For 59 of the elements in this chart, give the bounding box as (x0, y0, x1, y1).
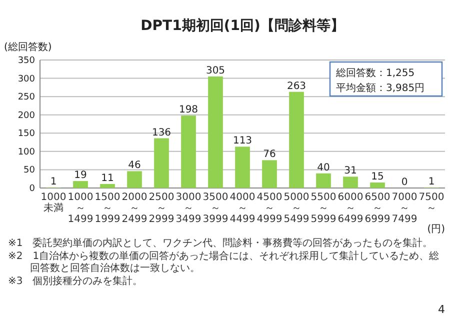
x-tick-label: 1500～1999 (94, 192, 120, 225)
bar (289, 92, 304, 188)
data-label: 136 (152, 127, 172, 138)
data-label: 46 (128, 160, 141, 172)
data-label: 113 (232, 136, 252, 147)
x-axis-title: (円) (427, 224, 446, 235)
bar (154, 138, 169, 188)
data-label: 263 (286, 80, 306, 92)
bar (127, 171, 142, 188)
bar (262, 160, 277, 188)
y-tick-label: 200 (18, 110, 36, 121)
x-tick-label: 4000～4499 (230, 192, 256, 225)
x-tick-label: 7000～7499 (392, 192, 418, 225)
data-label: 1 (50, 176, 57, 188)
text: ※1 委託契約単価の内訳として、ワクチン代、問診料・事務費等の回答があったものを集計。 (8, 237, 433, 249)
y-axis-title: (総回答数) (4, 41, 52, 53)
x-tick-label: 2500～2999 (148, 192, 174, 225)
text: 4 (438, 303, 445, 316)
text: ※2 1自治体から複数の単価の回答があった場合には、それぞれ採用して集計しているため、総回答数と回答自治体数は一致しない。 (8, 250, 440, 274)
bar (181, 116, 196, 188)
data-label: 11 (101, 172, 114, 184)
annotation: 総回答数：1,255 (335, 67, 415, 79)
x-tick-label: 2000～2499 (122, 192, 148, 225)
bar (73, 181, 88, 188)
x-tick-label: 5500～5999 (310, 192, 336, 225)
data-label: 19 (74, 170, 87, 182)
y-tick-label: 50 (24, 166, 36, 176)
bar (208, 76, 223, 188)
x-tick-label: 6500～6999 (364, 192, 390, 225)
x-tick-label: 6000～6499 (338, 192, 364, 225)
data-label: 76 (263, 149, 276, 160)
y-tick-label: 150 (18, 129, 36, 140)
y-tick-label: 300 (18, 74, 36, 84)
bar (370, 182, 385, 188)
y-tick-label: 100 (18, 147, 36, 158)
data-label: 40 (317, 162, 330, 174)
bar (235, 146, 250, 188)
x-tick-label: 5000～5499 (284, 192, 310, 225)
bar (343, 176, 358, 188)
data-label: 198 (178, 104, 198, 116)
data-label: 15 (371, 172, 384, 183)
y-tick-label: 350 (18, 56, 36, 66)
chart-title: DPT1期初回(1回)【問診料等】 (140, 17, 344, 34)
x-tick-label: 3500～3999 (202, 192, 228, 225)
annotation: 平均金額：3,985円 (336, 82, 425, 94)
data-label: 305 (206, 65, 226, 76)
bar (100, 184, 115, 188)
x-tick-label: 3000～3499 (176, 192, 202, 225)
y-tick-label: 0 (29, 184, 36, 194)
data-label: 31 (344, 166, 357, 177)
data-label: 1 (428, 176, 435, 188)
x-tick-label: 7500～ (418, 192, 444, 214)
data-label: 0 (401, 177, 408, 188)
bar (316, 173, 331, 188)
x-tick-label: 1000未満 (40, 192, 66, 214)
x-tick-label: 1000～1499 (68, 192, 94, 225)
y-tick-label: 250 (18, 92, 36, 103)
x-tick-label: 4500～4999 (256, 192, 282, 225)
text: ※3 個別接種分のみを集計。 (8, 275, 143, 287)
